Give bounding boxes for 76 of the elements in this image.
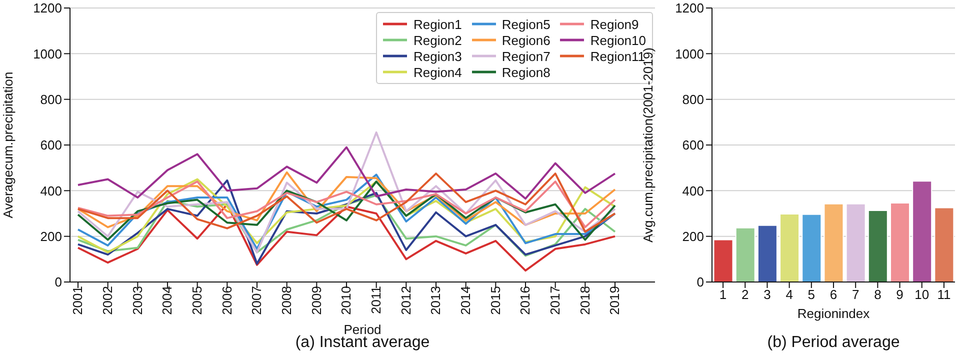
legend-label: Region5 bbox=[502, 16, 550, 32]
line-series bbox=[77, 131, 616, 254]
x-tick-label: 8 bbox=[874, 287, 882, 302]
legend-label: Region2 bbox=[413, 32, 462, 48]
legend-label: Region4 bbox=[413, 64, 462, 80]
y-tick-label: 1000 bbox=[33, 46, 62, 62]
legend-label: Region8 bbox=[502, 64, 550, 80]
x-tick-label: 2014 bbox=[458, 286, 474, 315]
y-tick-label: 1000 bbox=[675, 46, 704, 62]
bar bbox=[912, 180, 932, 282]
x-tick-label: 2003 bbox=[130, 286, 145, 315]
y-tick-label: 600 bbox=[40, 138, 62, 153]
x-tick-label: 7 bbox=[852, 287, 860, 302]
y-tick-label: 400 bbox=[40, 183, 62, 198]
bar bbox=[713, 239, 734, 282]
bar bbox=[757, 224, 778, 282]
x-tick-label: 2019 bbox=[607, 286, 622, 315]
y-tick-label: 1200 bbox=[33, 0, 62, 16]
x-tick-label: 11 bbox=[937, 287, 951, 302]
x-tick-label: 2006 bbox=[219, 286, 234, 315]
y-tick-label: 0 bbox=[696, 274, 704, 290]
bar bbox=[735, 227, 756, 282]
line-series bbox=[77, 203, 616, 272]
bar bbox=[934, 207, 954, 282]
y-tick-label: 800 bbox=[40, 92, 62, 107]
legend-label: Region7 bbox=[502, 48, 550, 64]
line-series bbox=[77, 194, 616, 257]
x-tick-label: 2004 bbox=[160, 286, 175, 315]
legend-label: Region9 bbox=[590, 16, 639, 32]
bar bbox=[824, 203, 844, 282]
x-tick-label: 2015 bbox=[488, 286, 503, 315]
line-series bbox=[77, 180, 616, 241]
x-tick-label: 10 bbox=[914, 287, 930, 302]
x-tick-label: 2012 bbox=[398, 286, 414, 315]
x-axis-title: Regionindex bbox=[797, 306, 870, 321]
x-tick-label: 2018 bbox=[577, 286, 592, 315]
y-tick-label: 1200 bbox=[675, 0, 704, 16]
x-tick-label: 6 bbox=[830, 287, 838, 302]
legend-label: Region10 bbox=[590, 32, 646, 48]
y-tick-label: 0 bbox=[54, 274, 62, 290]
text: (b) Period average bbox=[766, 334, 901, 352]
x-tick-label: 2013 bbox=[428, 286, 444, 315]
y-tick-label: 800 bbox=[682, 92, 704, 107]
legend-label: Region3 bbox=[413, 48, 462, 64]
bar bbox=[868, 210, 888, 282]
x-tick-label: 4 bbox=[786, 287, 793, 302]
x-tick-label: 2 bbox=[742, 287, 749, 302]
bar bbox=[802, 214, 822, 282]
y-tick-label: 400 bbox=[682, 183, 704, 198]
legend-label: Region6 bbox=[502, 32, 550, 48]
text: (a) Instant average bbox=[294, 334, 431, 352]
bar bbox=[890, 202, 910, 282]
x-tick-label: 2011 bbox=[368, 286, 384, 314]
legend-label: Region1 bbox=[413, 16, 462, 32]
y-tick-label: 600 bbox=[682, 138, 704, 153]
y-tick-label: 200 bbox=[682, 228, 704, 244]
x-tick-label: 2008 bbox=[279, 286, 294, 315]
bar bbox=[846, 203, 866, 282]
x-tick-label: 1 bbox=[719, 287, 727, 302]
y-axis-title: Averagecum.precipitation bbox=[0, 72, 16, 218]
x-tick-label: 2001 bbox=[70, 286, 86, 315]
x-tick-label: 5 bbox=[808, 287, 816, 302]
x-tick-label: 2016 bbox=[518, 286, 533, 315]
y-tick-label: 200 bbox=[40, 228, 62, 244]
x-tick-label: 2007 bbox=[249, 286, 264, 315]
line-series bbox=[77, 180, 616, 228]
x-axis-title: Period bbox=[344, 322, 382, 337]
x-tick-label: 3 bbox=[764, 287, 771, 302]
x-tick-label: 2009 bbox=[308, 286, 324, 315]
bar bbox=[780, 213, 800, 282]
x-tick-label: 9 bbox=[896, 287, 904, 302]
x-tick-label: 2010 bbox=[338, 286, 354, 315]
x-tick-label: 2005 bbox=[190, 286, 205, 315]
line-series bbox=[77, 146, 616, 200]
x-tick-label: 2017 bbox=[548, 286, 563, 315]
x-tick-label: 2002 bbox=[100, 286, 116, 315]
